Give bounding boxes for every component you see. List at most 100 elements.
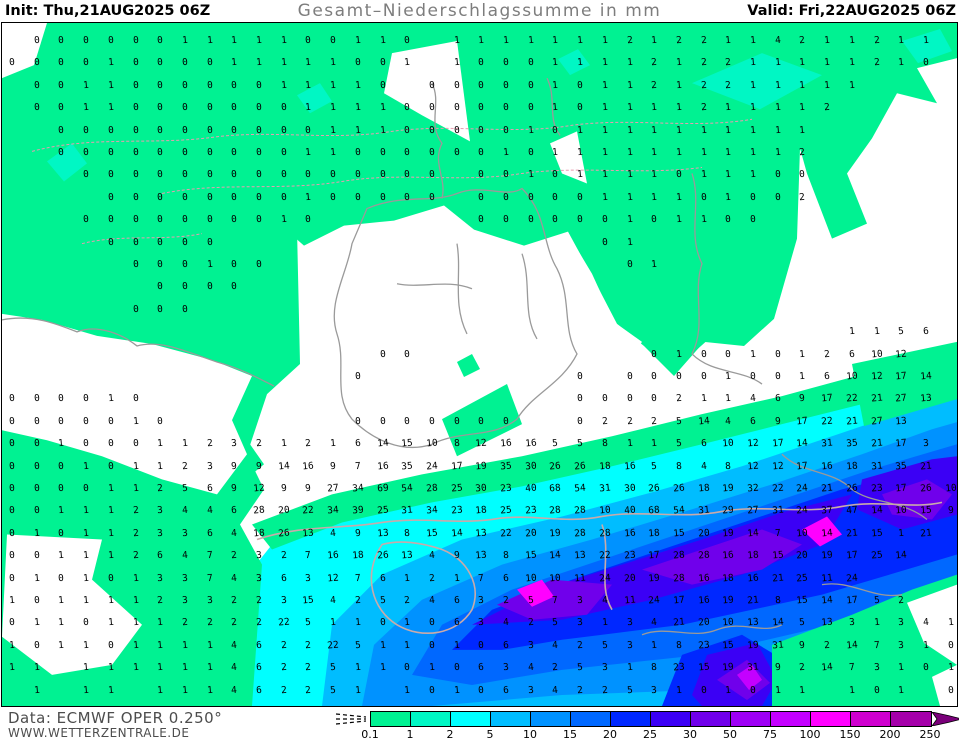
grid-value: 1: [403, 684, 411, 696]
grid-value: 24: [796, 482, 809, 495]
grid-value: 0: [502, 169, 510, 181]
grid-value: 0: [132, 393, 139, 405]
grid-value: 1: [724, 370, 732, 383]
grid-value: 2: [206, 617, 213, 629]
grid-value: 0: [132, 169, 139, 181]
grid-value: 1: [724, 146, 732, 159]
grid-value: 18: [351, 549, 364, 562]
grid-value: 0: [206, 102, 213, 114]
grid-value: 1: [255, 57, 263, 69]
grid-value: 9: [280, 482, 288, 495]
grid-value: 30: [623, 482, 636, 495]
grid-value: 0: [453, 124, 460, 136]
grid-value: 2: [403, 594, 411, 607]
grid-value: 5: [552, 438, 559, 450]
grid-value: 2: [280, 639, 288, 652]
grid-value: 4: [230, 527, 238, 540]
grid-value: 5: [650, 460, 658, 472]
grid-value: 0: [156, 303, 164, 316]
grid-value: 16: [623, 527, 636, 540]
grid-value: 0: [477, 102, 485, 114]
grid-value: 16: [326, 549, 340, 562]
grid-value: 23: [870, 482, 883, 495]
grid-value: 0: [181, 281, 189, 293]
grid-value: 31: [746, 661, 760, 674]
grid-value: 0: [453, 415, 460, 428]
grid-value: 9: [255, 460, 263, 472]
grid-value: 0: [132, 438, 139, 450]
grid-value: 1: [58, 550, 65, 562]
grid-value: 0: [82, 169, 90, 181]
grid-value: 0: [230, 191, 238, 204]
grid-value: 1: [280, 34, 288, 47]
grid-value: 0: [749, 191, 757, 204]
grid-value: 0: [58, 102, 65, 114]
grid-value: 3: [477, 617, 485, 629]
grid-value: 8: [453, 438, 460, 450]
grid-value: 15: [672, 527, 686, 540]
grid-value: 0: [428, 79, 436, 92]
grid-value: 18: [252, 527, 266, 540]
grid-value: 2: [626, 34, 633, 47]
grid-value: 19: [820, 549, 834, 562]
grid-value: 2: [700, 34, 707, 47]
grid-value: 0: [107, 572, 115, 584]
grid-value: 9: [230, 482, 238, 495]
grid-value: 1: [576, 146, 584, 159]
grid-value: 0: [156, 57, 164, 69]
grid-value: 2: [181, 617, 189, 629]
grid-value: 0: [329, 169, 337, 181]
grid-value: 0: [774, 348, 782, 360]
grid-value: 17: [450, 460, 463, 473]
grid-value: 1: [799, 79, 806, 92]
grid-value: 0: [230, 124, 238, 136]
grid-value: 1: [107, 662, 115, 674]
grid-value: 0: [107, 191, 115, 204]
grid-value: 0: [428, 617, 436, 629]
grid-value: 1: [576, 57, 584, 69]
grid-value: 5: [354, 639, 362, 652]
grid-value: 3: [255, 550, 263, 562]
website-label: WWW.WETTERZENTRALE.DE: [8, 726, 190, 740]
grid-value: 0: [107, 639, 115, 652]
grid-value: 9: [799, 639, 806, 652]
grid-value: 1: [527, 34, 535, 47]
grid-value: 0: [255, 214, 263, 226]
grid-value: 0: [305, 169, 312, 181]
grid-value: 0: [477, 57, 485, 69]
grid-value: 34: [326, 504, 340, 517]
grid-value: 1: [181, 438, 189, 450]
grid-value: 0: [502, 191, 510, 204]
grid-value: 0: [403, 124, 411, 136]
grid-value: 1: [947, 662, 954, 674]
grid-value: 9: [947, 505, 954, 517]
grid-value: 2: [527, 617, 535, 629]
grid-value: 1: [33, 617, 41, 629]
grid-value: 7: [354, 572, 362, 584]
grid-value: 3: [527, 639, 535, 652]
legend-tick-label: 25: [643, 728, 657, 741]
aqua-patch-4: [692, 53, 822, 110]
legend-color-box: [651, 712, 691, 726]
grid-value: 0: [230, 102, 238, 114]
grid-value: 0: [774, 370, 782, 383]
grid-value: 21: [870, 437, 883, 450]
grid-value: 1: [552, 79, 559, 92]
grid-value: 0: [403, 34, 411, 47]
grid-value: 0: [477, 169, 485, 181]
grid-value: 5: [576, 662, 584, 674]
grid-value: 22: [598, 549, 611, 562]
grid-value: 4: [206, 505, 213, 517]
grid-value: 1: [206, 662, 213, 674]
grid-value: 0: [700, 191, 707, 204]
grid-value: 4: [502, 617, 510, 629]
grid-value: 1: [799, 348, 806, 360]
grid-value: 0: [156, 102, 164, 114]
grid-value: 54: [401, 482, 414, 495]
grid-value: 5: [576, 438, 584, 450]
grid-value: 1: [873, 617, 880, 629]
grid-value: 17: [845, 549, 858, 562]
grid-value: 1: [354, 34, 362, 47]
grid-value: 7: [354, 460, 362, 472]
grid-value: 1: [823, 34, 831, 47]
